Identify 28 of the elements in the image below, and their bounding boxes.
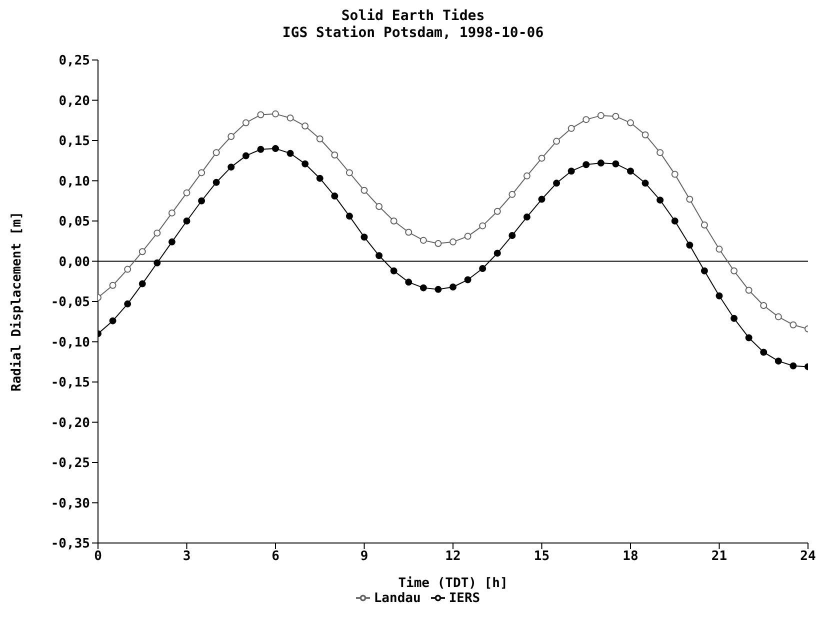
x-tick-label: 24 [800,549,816,564]
y-tick-label: -0,20 [50,416,90,431]
y-tick-label: -0,10 [50,335,90,350]
y-tick-label: -0,30 [50,496,90,512]
y-tick-label: 0,05 [58,214,90,230]
x-tick-label: 9 [360,549,368,564]
chart-subtitle: IGS Station Potsdam, 1998-10-06 [281,25,545,42]
x-tick-label: 6 [272,549,280,564]
y-tick-label: -0,15 [50,376,90,391]
legend-label: IERS [448,591,480,606]
y-axis-title: Radial Displacement [m] [10,211,25,392]
x-tick-label: 21 [711,549,728,564]
legend-label: Landau [374,591,421,606]
x-tick-label: 3 [182,549,191,564]
y-tick-label: -0,25 [50,456,90,472]
y-tick-label: -0,05 [50,295,90,310]
y-tick-label: 0,20 [58,94,90,109]
y-tick-label: -0,35 [50,536,90,552]
y-tick-label: 0,25 [58,54,90,69]
x-tick-label: 12 [445,549,461,564]
chart-title: Solid Earth Tides [340,8,486,25]
y-tick-label: 0,15 [58,134,90,150]
x-tick-label: 18 [622,549,638,564]
x-axis-title: Time (TDT) [h] [398,576,508,591]
x-tick-label: 15 [534,549,550,564]
x-tick-label: 0 [94,549,102,564]
y-tick-label: 0,10 [58,174,90,190]
y-tick-label: 0,00 [58,254,90,270]
